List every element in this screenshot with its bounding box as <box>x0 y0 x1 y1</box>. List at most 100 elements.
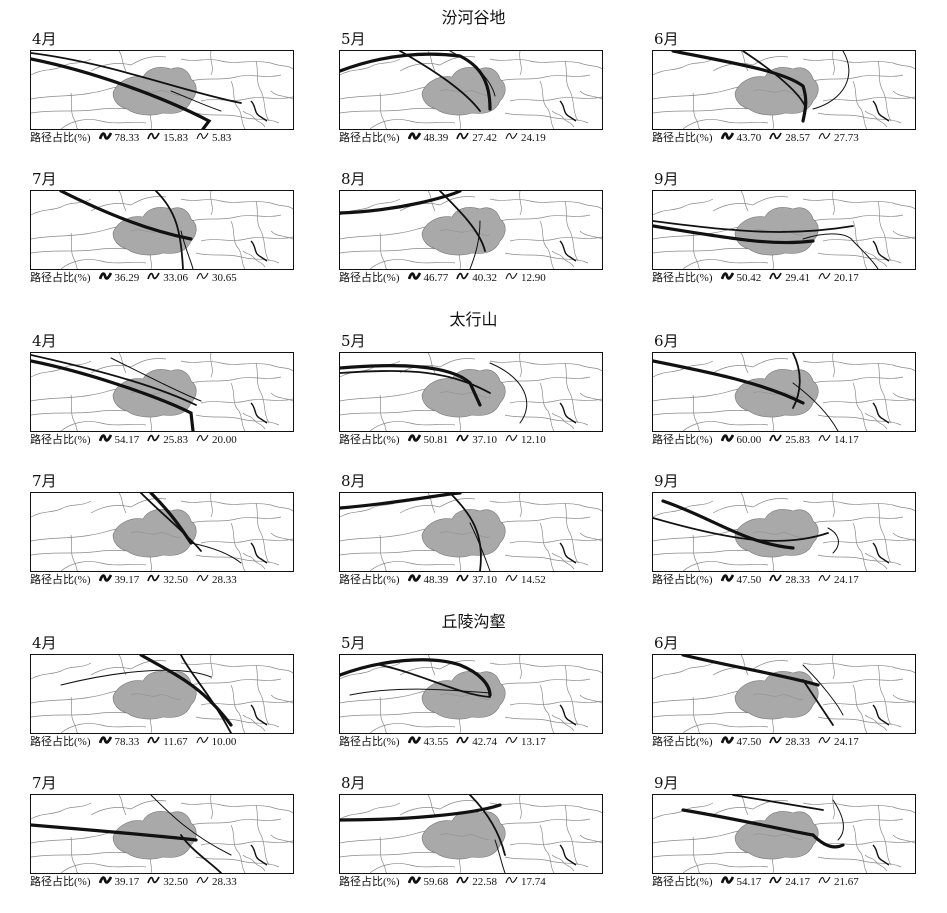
legend-label: 路径占比(%) <box>652 272 713 284</box>
study-area <box>421 509 506 558</box>
month-panel: 6月 路径占比(%) 60.00 25.83 14.17 <box>652 332 916 447</box>
trajectory-path-1 <box>340 52 492 111</box>
boundary-line <box>255 664 270 726</box>
legend-label: 路径占比(%) <box>30 132 91 144</box>
trajectory-path-3 <box>190 542 242 564</box>
boundary-line <box>539 80 555 129</box>
boundary-line <box>877 804 892 866</box>
path-3-share: 12.10 <box>521 434 546 446</box>
boundary-line <box>892 532 915 542</box>
month-panel: 8月 路径占比(%) 59.68 22.58 17.74 <box>339 774 603 889</box>
path-2-share: 25.83 <box>785 434 810 446</box>
trajectory-path-1 <box>340 803 502 822</box>
boundary-line <box>539 522 555 571</box>
boundary-line <box>70 394 79 431</box>
boundary-line <box>60 863 147 873</box>
county-boundaries <box>653 353 915 431</box>
path-1-share: 78.33 <box>114 132 140 144</box>
path-3-share: 24.17 <box>834 574 859 586</box>
boundary-line <box>270 694 293 704</box>
boundary-line <box>489 802 602 814</box>
boundary-line <box>90 800 167 816</box>
boundary-line <box>379 92 388 129</box>
path-3-share: 27.73 <box>834 132 859 144</box>
path-1-share: 48.39 <box>423 574 449 586</box>
boundary-line <box>200 96 293 102</box>
path-3-symbol-icon <box>505 130 518 146</box>
trajectory-path-3 <box>469 220 481 269</box>
boundary-line <box>210 51 213 76</box>
boundary-line <box>242 412 266 430</box>
study-area-inner <box>439 229 491 236</box>
boundary-line <box>150 554 152 571</box>
boundary-line <box>740 493 749 514</box>
boundary-line <box>852 80 868 129</box>
path-1-share: 47.50 <box>736 574 762 586</box>
boundary-line <box>210 353 213 378</box>
trajectory-path-2 <box>653 517 829 542</box>
trajectory-map <box>339 794 603 874</box>
path-2-symbol-icon <box>147 874 160 890</box>
boundary-line <box>802 500 915 512</box>
path-2-share: 28.33 <box>785 574 810 586</box>
boundary-line <box>210 655 213 680</box>
path-2-symbol-icon <box>147 734 160 750</box>
boundary-line <box>740 51 749 72</box>
boundary-line <box>653 690 749 704</box>
boundary-line <box>832 655 835 680</box>
boundary-line <box>210 795 213 820</box>
boundary-line <box>340 226 436 240</box>
boundary-line <box>70 836 79 873</box>
boundary-line <box>579 90 602 100</box>
path-3-symbol-icon <box>505 734 518 750</box>
trajectory-map <box>652 50 916 130</box>
boundary-line <box>802 198 915 210</box>
boundary-line <box>802 802 915 814</box>
boundary-line <box>31 690 127 704</box>
boundary-line <box>564 362 579 424</box>
boundary-line <box>877 664 892 726</box>
boundary-line <box>712 196 789 212</box>
boundary-line <box>369 259 456 269</box>
trajectory-map <box>339 654 603 734</box>
boundary-line <box>712 498 789 514</box>
boundary-line <box>190 678 282 686</box>
path-2-share: 29.41 <box>785 272 810 284</box>
boundary-line <box>551 412 575 430</box>
study-area <box>112 671 197 720</box>
boundary-line <box>270 834 293 844</box>
coast-line <box>872 542 890 564</box>
boundary-line <box>60 259 147 269</box>
month-panel: 6月 路径占比(%) 47.50 28.33 24.17 <box>652 634 916 749</box>
boundary-line <box>255 804 270 866</box>
boundary-line <box>772 856 774 873</box>
path-3-symbol-icon <box>196 572 209 588</box>
boundary-line <box>692 836 701 873</box>
trajectory-path-2 <box>31 354 197 406</box>
path-2-symbol-icon <box>769 572 782 588</box>
boundary-line <box>340 830 436 844</box>
boundary-line <box>864 552 888 570</box>
boundary-line <box>459 716 461 733</box>
trajectory-path-2 <box>140 493 202 552</box>
boundary-line <box>427 493 436 514</box>
section-title: 汾河谷地 <box>441 8 506 27</box>
coast-line <box>250 704 268 726</box>
boundary-line <box>489 662 602 674</box>
month-label: 9月 <box>654 472 679 490</box>
trajectory-path-2 <box>449 493 482 571</box>
boundary-line <box>519 51 522 76</box>
boundary-line <box>539 220 555 269</box>
boundary-line <box>270 392 293 402</box>
trajectory-path-3 <box>832 799 844 841</box>
boundary-line <box>832 493 835 518</box>
boundary-line <box>772 716 774 733</box>
month-panel: 9月 路径占比(%) 54.17 24.17 21.67 <box>652 774 916 889</box>
path-1-share: 50.42 <box>736 272 762 284</box>
path-2-symbol-icon <box>147 572 160 588</box>
coast-line <box>872 100 890 122</box>
path-share-legend: 路径占比(%) 50.42 29.41 20.17 <box>652 270 947 286</box>
boundary-line <box>31 662 92 680</box>
path-2-symbol-icon <box>456 130 469 146</box>
boundary-line <box>230 824 246 873</box>
